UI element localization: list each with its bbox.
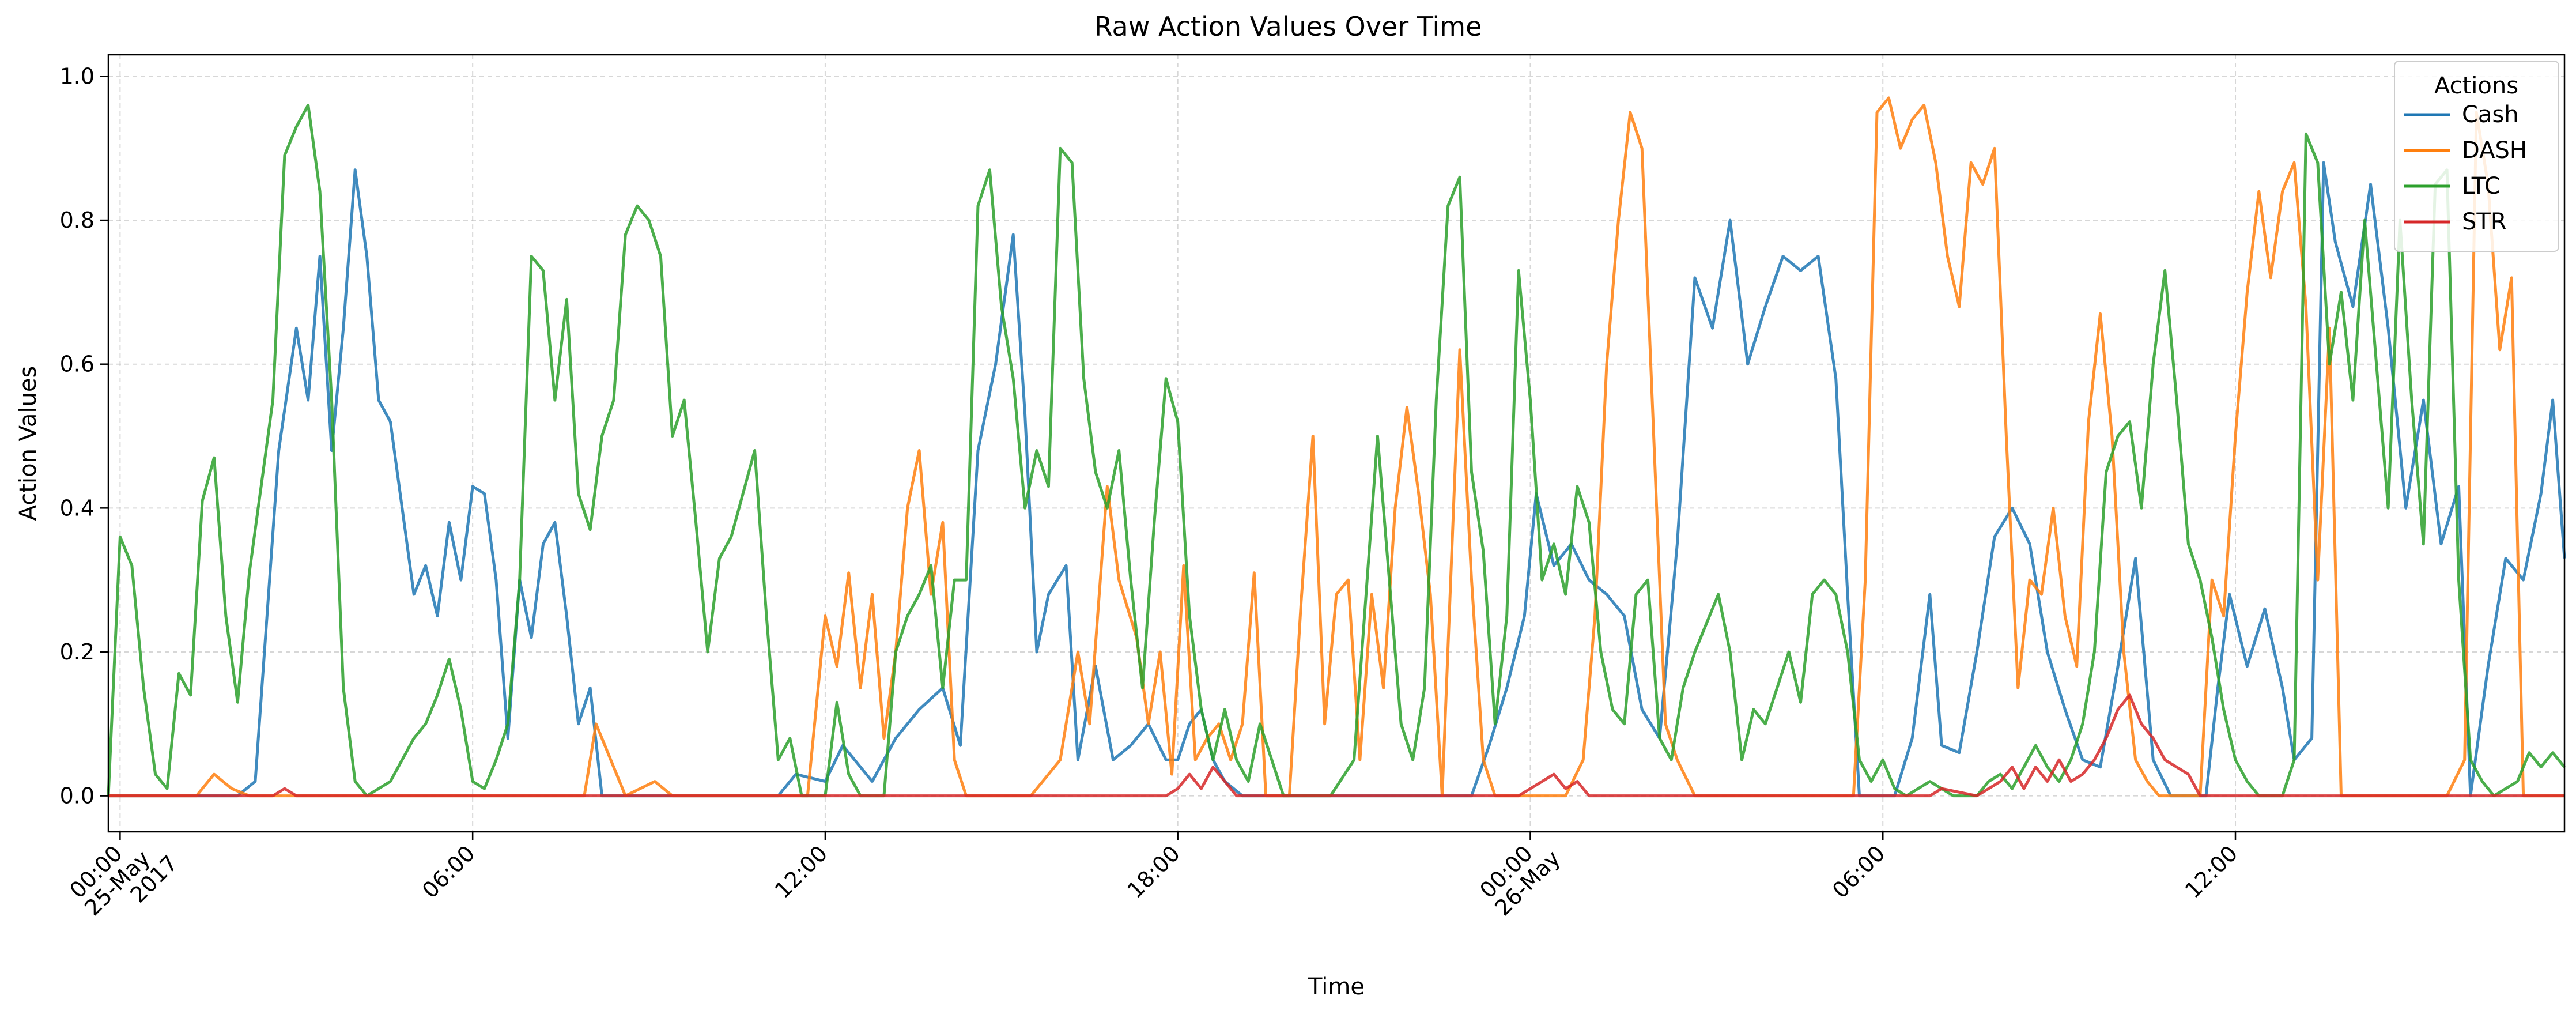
y-tick-label: 0.8 bbox=[60, 208, 95, 233]
legend-label-cash: Cash bbox=[2462, 101, 2519, 128]
series-group bbox=[107, 96, 2566, 798]
legend-title: Actions bbox=[2434, 73, 2518, 99]
series-line-dash bbox=[108, 96, 2564, 798]
legend-label-str: STR bbox=[2462, 209, 2507, 235]
series-line-cash bbox=[108, 161, 2566, 798]
plot-frame bbox=[107, 54, 2566, 833]
y-axis: 0.0 0.2 0.4 0.6 0.8 1.0 bbox=[60, 63, 108, 809]
y-tick-label: 0.0 bbox=[60, 783, 95, 809]
y-axis-label: Action Values bbox=[15, 366, 41, 521]
y-tick-label: 0.2 bbox=[60, 639, 95, 665]
legend-label-dash: DASH bbox=[2462, 137, 2527, 164]
series-line-str bbox=[108, 693, 2564, 798]
y-tick-label: 1.0 bbox=[60, 63, 95, 89]
y-tick-label: 0.4 bbox=[60, 495, 95, 521]
legend-label-ltc: LTC bbox=[2462, 173, 2501, 199]
series-line-ltc bbox=[107, 103, 2566, 798]
legend: Actions Cash DASH LTC STR bbox=[2394, 61, 2559, 252]
y-tick-label: 0.6 bbox=[60, 352, 95, 377]
chart-title: Raw Action Values Over Time bbox=[1094, 11, 1482, 42]
x-axis-label: Time bbox=[1308, 974, 1365, 1000]
legend-box bbox=[2394, 61, 2559, 252]
